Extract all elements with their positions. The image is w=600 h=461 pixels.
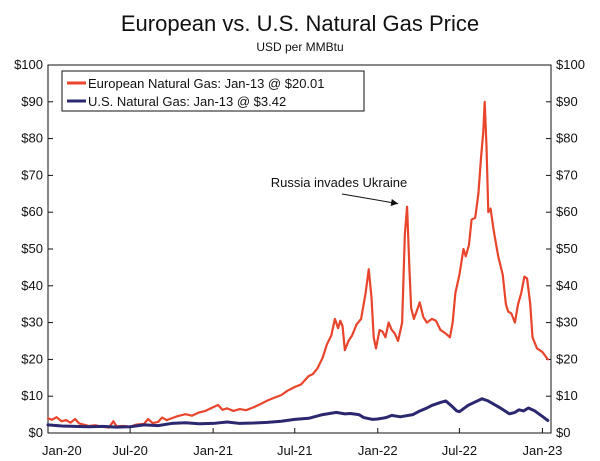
y-tick-label-left: $80: [21, 131, 43, 146]
chart-title: European vs. U.S. Natural Gas Price: [121, 11, 479, 36]
series-line-us: [46, 397, 550, 429]
x-tick-label: Jul-20: [112, 443, 147, 458]
axes: $0 $0 $10 $10 $20 $20 $30 $30 $40 $40 $50 $50 $60 $60…: [14, 57, 585, 458]
y-tick-label-left: $50: [21, 241, 43, 256]
x-tick-label: Jan-21: [193, 443, 233, 458]
y-tick-label-left: $60: [21, 204, 43, 219]
y-tick-label-right: $50: [556, 241, 578, 256]
y-tick-label-right: $90: [556, 94, 578, 109]
legend-label-european: European Natural Gas: Jan-13 @ $20.01: [88, 76, 325, 91]
legend-label-us: U.S. Natural Gas: Jan-13 @ $3.42: [88, 94, 286, 109]
legend: European Natural Gas: Jan-13 @ $20.01 U.…: [61, 70, 365, 112]
y-tick-label-left: $20: [21, 351, 43, 366]
y-tick-label-right: $40: [556, 278, 578, 293]
y-tick-label-right: $80: [556, 131, 578, 146]
annotation-text: Russia invades Ukraine: [271, 175, 408, 190]
chart-subtitle: USD per MMBtu: [256, 40, 343, 54]
y-tick-label-right: $60: [556, 204, 578, 219]
x-tick-label: Jan-23: [523, 443, 563, 458]
series-lines: [46, 100, 550, 429]
y-tick-label-right: $10: [556, 388, 578, 403]
annotation: Russia invades Ukraine: [271, 175, 408, 206]
annotation-arrowhead: [390, 199, 399, 206]
y-tick-label-right: $20: [556, 351, 578, 366]
x-tick-label: Jul-22: [442, 443, 477, 458]
x-tick-label: Jan-20: [42, 443, 82, 458]
y-tick-label-left: $90: [21, 94, 43, 109]
y-tick-label-right: $0: [556, 425, 570, 440]
y-tick-label-left: $70: [21, 167, 43, 182]
x-tick-label: Jan-22: [358, 443, 398, 458]
y-tick-label-right: $100: [556, 57, 585, 72]
y-tick-label-left: $30: [21, 315, 43, 330]
y-tick-label-left: $10: [21, 388, 43, 403]
y-tick-label-right: $70: [556, 167, 578, 182]
x-tick-label: Jul-21: [277, 443, 312, 458]
y-tick-label-right: $30: [556, 315, 578, 330]
series-line-european: [46, 100, 549, 429]
y-tick-label-left: $0: [29, 425, 43, 440]
annotation-arrow: [341, 193, 399, 205]
legend-box: [61, 70, 365, 112]
y-tick-label-left: $100: [14, 57, 43, 72]
y-tick-label-left: $40: [21, 278, 43, 293]
plot-frame: [47, 64, 552, 434]
